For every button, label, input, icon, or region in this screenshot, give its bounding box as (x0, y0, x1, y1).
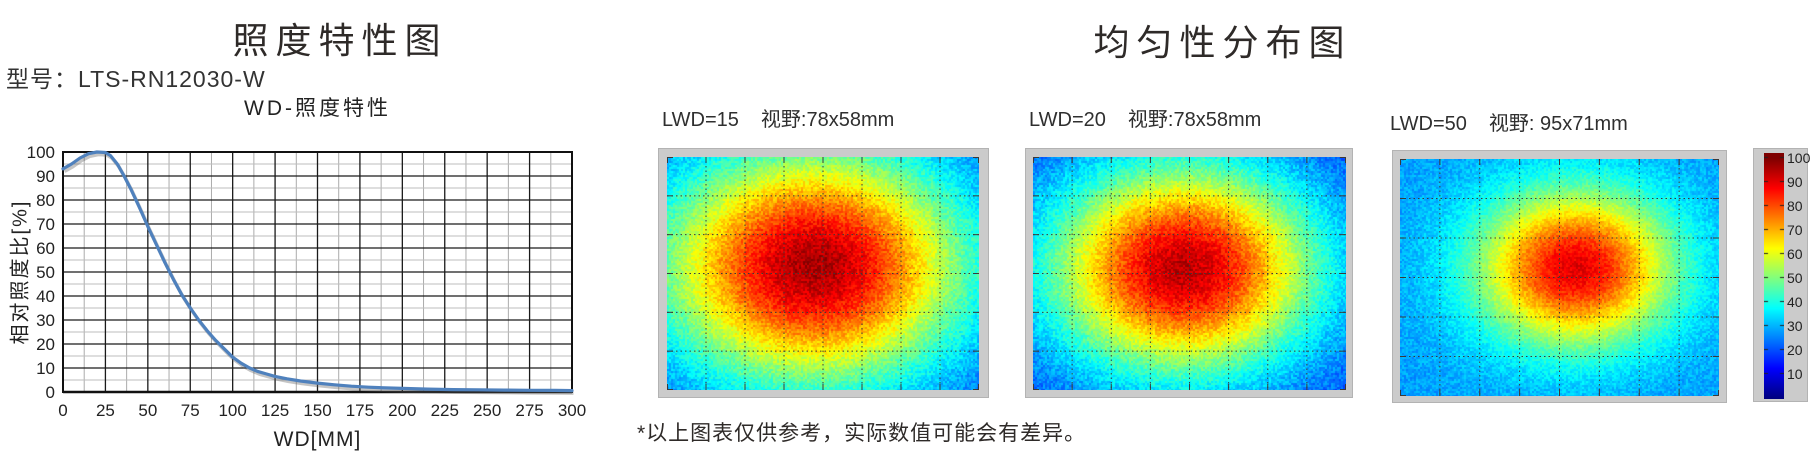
lwd-label: LWD=50 (1390, 113, 1467, 135)
colorbar-tick-label: 100 (1787, 149, 1811, 166)
heatmap-grid-lwd15 (667, 157, 979, 390)
y-tick-label: 70 (36, 215, 55, 234)
fov-label: 视野: 95x71mm (1488, 113, 1628, 135)
left-section-title: 照度特性图 (232, 20, 448, 61)
line-chart-title: WD-照度特性 (244, 97, 391, 120)
heatmap-title-lwd50: LWD=50 视野: 95x71mm (1390, 107, 1628, 136)
colorbar-tick-label: 90 (1787, 173, 1803, 190)
series-shadow (63, 152, 574, 395)
heatmap-panel-lwd50 (1392, 150, 1727, 403)
model-label: 型号：LTS-RN12030-W (6, 66, 266, 92)
y-tick-label: 90 (36, 167, 55, 186)
x-tick-label: 175 (346, 401, 374, 420)
colorbar-gradient (1764, 153, 1784, 399)
y-tick-label: 0 (46, 383, 55, 402)
lwd-label: LWD=15 (662, 109, 739, 131)
x-tick-label: 150 (303, 401, 331, 420)
colorbar-tick-label: 10 (1787, 365, 1803, 382)
x-tick-label: 250 (473, 401, 501, 420)
colorbar-tick-label: 60 (1787, 245, 1803, 262)
line-chart: 0 25 50 75 100 125 150 175 200 225 250 275 300 0 10 20 3… (27, 143, 587, 420)
series-line (61, 150, 574, 393)
y-tick-label: 30 (36, 311, 55, 330)
x-tick-label: 200 (388, 401, 416, 420)
y-tick-label: 40 (36, 287, 55, 306)
x-tick-label: 25 (96, 401, 115, 420)
colorbar-tick-label: 80 (1787, 197, 1803, 214)
right-section-title: 均匀性分布图 (1093, 22, 1352, 63)
heatmap-panel-lwd20 (1025, 148, 1353, 398)
heatmap-grid-lwd50 (1400, 159, 1719, 396)
y-tick-label: 50 (36, 263, 55, 282)
x-tick-label: 300 (558, 401, 586, 420)
y-tick-label: 10 (36, 359, 55, 378)
colorbar-tick-label: 70 (1787, 221, 1803, 238)
x-tick-label: 0 (58, 401, 67, 420)
y-tick-label: 100 (27, 143, 55, 162)
fov-label: 视野:78x58mm (760, 109, 895, 131)
heatmap-title-lwd20: LWD=20 视野:78x58mm (1029, 103, 1261, 132)
fov-label: 视野:78x58mm (1127, 109, 1262, 131)
colorbar-tick-label: 40 (1787, 293, 1803, 310)
y-tick-label: 20 (36, 335, 55, 354)
colorbar-tick-label: 50 (1787, 269, 1803, 286)
x-tick-label: 275 (515, 401, 543, 420)
x-tick-label: 225 (431, 401, 459, 420)
heatmap-panel-lwd15 (658, 148, 989, 398)
lwd-label: LWD=20 (1029, 109, 1106, 131)
heatmap-grid-lwd20 (1033, 157, 1346, 390)
x-tick-label: 50 (138, 401, 157, 420)
colorbar-tick-label: 20 (1787, 341, 1803, 358)
x-tick-label: 75 (181, 401, 200, 420)
colorbar: 100 90 80 70 60 50 40 30 20 10 (1753, 148, 1811, 402)
footnote-text: *以上图表仅供参考，实际数值可能会有差异。 (637, 422, 1087, 445)
x-axis-label: WD[MM] (273, 428, 362, 451)
heatmap-title-lwd15: LWD=15 视野:78x58mm (662, 103, 894, 132)
x-tick-label: 100 (218, 401, 246, 420)
x-tick-label: 125 (261, 401, 289, 420)
y-tick-label: 60 (36, 239, 55, 258)
y-tick-label: 80 (36, 191, 55, 210)
colorbar-tick-label: 30 (1787, 317, 1803, 334)
